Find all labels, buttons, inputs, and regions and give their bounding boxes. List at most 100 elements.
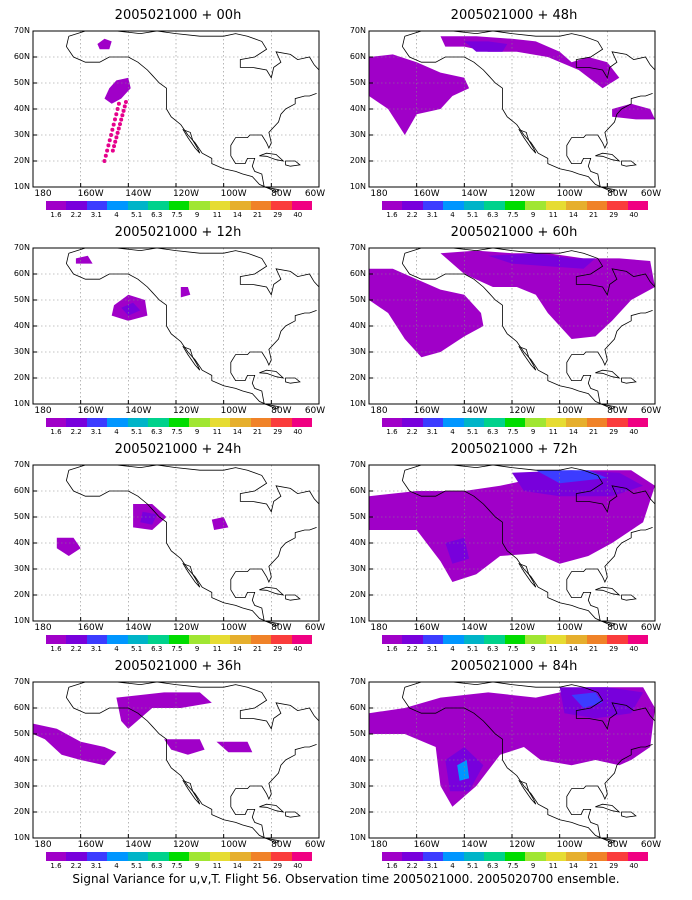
lon-tick-label: 100W [220,840,247,850]
colorbar-label: 21 [253,428,262,436]
colorbar-label: 3.1 [426,862,438,870]
colorbar-swatch [46,201,67,210]
lon-tick-label: 140W [125,189,152,199]
colorbar-swatch [443,201,465,210]
colorbar-label: 5.1 [467,211,479,219]
coastline [621,594,637,601]
coastline [518,563,537,588]
colorbar-swatch [168,418,190,427]
colorbar-label: 7.5 [507,211,519,219]
lon-tick-label: 60W [640,189,662,199]
colorbar-label: 40 [629,862,639,870]
variance-region [512,470,644,497]
flight-track-point [106,143,111,148]
colorbar-label: 6.3 [487,862,499,870]
colorbar-swatch [189,201,211,210]
variance-region [116,692,212,729]
coastline [259,586,285,596]
colorbar-label: 4 [114,645,119,653]
colorbar-swatch [402,418,424,427]
lat-tick-label: 10N [349,616,366,625]
lat-tick-label: 50N [349,512,366,521]
lon-tick-label: 120W [508,623,536,633]
lon-tick-label: 180 [370,623,388,633]
coastline [285,594,301,601]
colorbar-swatch [627,635,649,644]
coastline [595,586,621,596]
colorbar-swatch [484,852,506,861]
colorbar-swatch [168,635,190,644]
lon-tick-label: 60W [304,840,326,850]
lon-tick-label: 100W [556,840,583,850]
colorbar-label: 2.2 [70,645,82,653]
map-panel: 2005021000 + 84h 70N 60N 50N 40N 30N 20N 10N 18… [346,659,682,871]
colorbar-label: 3.1 [90,211,102,219]
colorbar-label: 6.3 [151,645,163,653]
colorbar-label: 40 [629,428,639,436]
colorbar-label: 2.2 [70,211,82,219]
colorbar-label: 21 [589,645,598,653]
colorbar-label: 5.1 [467,428,479,436]
lon-tick-label: 120W [508,840,536,850]
panel-title: 2005021000 + 36h [114,659,242,674]
colorbar-label: 21 [253,862,262,870]
lon-tick-label: 120W [172,840,200,850]
flight-track-point [116,126,121,131]
colorbar-swatch [86,635,108,644]
lon-tick-label: 180 [34,189,52,199]
colorbar-label: 3.1 [90,862,102,870]
coastline [518,129,537,154]
lat-tick-label: 60N [13,269,30,278]
lat-tick-label: 60N [13,52,30,61]
colorbar-label: 21 [253,645,262,653]
colorbar-swatch [545,635,567,644]
lon-tick-label: 80W [271,406,292,416]
lat-tick-label: 50N [13,78,30,87]
coastline [401,36,613,193]
flight-track-point [117,122,122,127]
colorbar-label: 1.6 [386,211,398,219]
map-plot [368,464,656,627]
panel-title: 2005021000 + 48h [450,8,578,23]
lat-tick-label: 40N [349,755,366,764]
colorbar-swatch [250,635,272,644]
colorbar-label: 11 [548,862,558,870]
colorbar-swatch [230,201,252,210]
lon-tick-label: 80W [271,840,292,850]
flight-track-point [114,112,119,117]
variance-region [369,268,484,358]
colorbar-swatch [86,418,108,427]
lon-tick-label: 160W [413,189,440,199]
colorbar-label: 1.6 [50,645,62,653]
colorbar-swatch [209,201,231,210]
lat-tick-label: 10N [13,182,30,191]
colorbar-swatch [402,635,424,644]
colorbar-swatch [463,635,485,644]
coastline [68,464,320,513]
colorbar-label: 4 [114,428,119,436]
panel-title: 2005021000 + 24h [114,442,242,457]
colorbar-label: 40 [629,645,639,653]
flight-track-point [120,113,125,118]
flight-track-point [107,138,112,143]
lon-tick-label: 160W [77,189,104,199]
colorbar-label: 9 [194,862,200,870]
colorbar-swatch [148,635,170,644]
lon-tick-label: 160W [413,840,440,850]
colorbar-label: 9 [530,862,536,870]
map-panel: 2005021000 + 72h 70N 60N 50N 40N 30N 20N 10N 18… [346,442,682,654]
lat-tick-label: 30N [349,347,366,356]
colorbar-label: 21 [589,211,598,219]
flight-track-point [110,148,115,153]
coastline [518,780,537,805]
coastline [566,93,653,193]
lat-tick-label: 50N [13,512,30,521]
colorbar-label: 29 [609,862,619,870]
colorbar-label: 40 [293,428,303,436]
lon-tick-label: 180 [370,840,388,850]
map-plot [32,30,320,193]
variance-region [612,103,655,120]
map-panel: 2005021000 + 24h 70N 60N 50N 40N 30N 20N 10N 18… [10,442,346,654]
colorbar-swatch [443,418,465,427]
colorbar-swatch [566,635,588,644]
